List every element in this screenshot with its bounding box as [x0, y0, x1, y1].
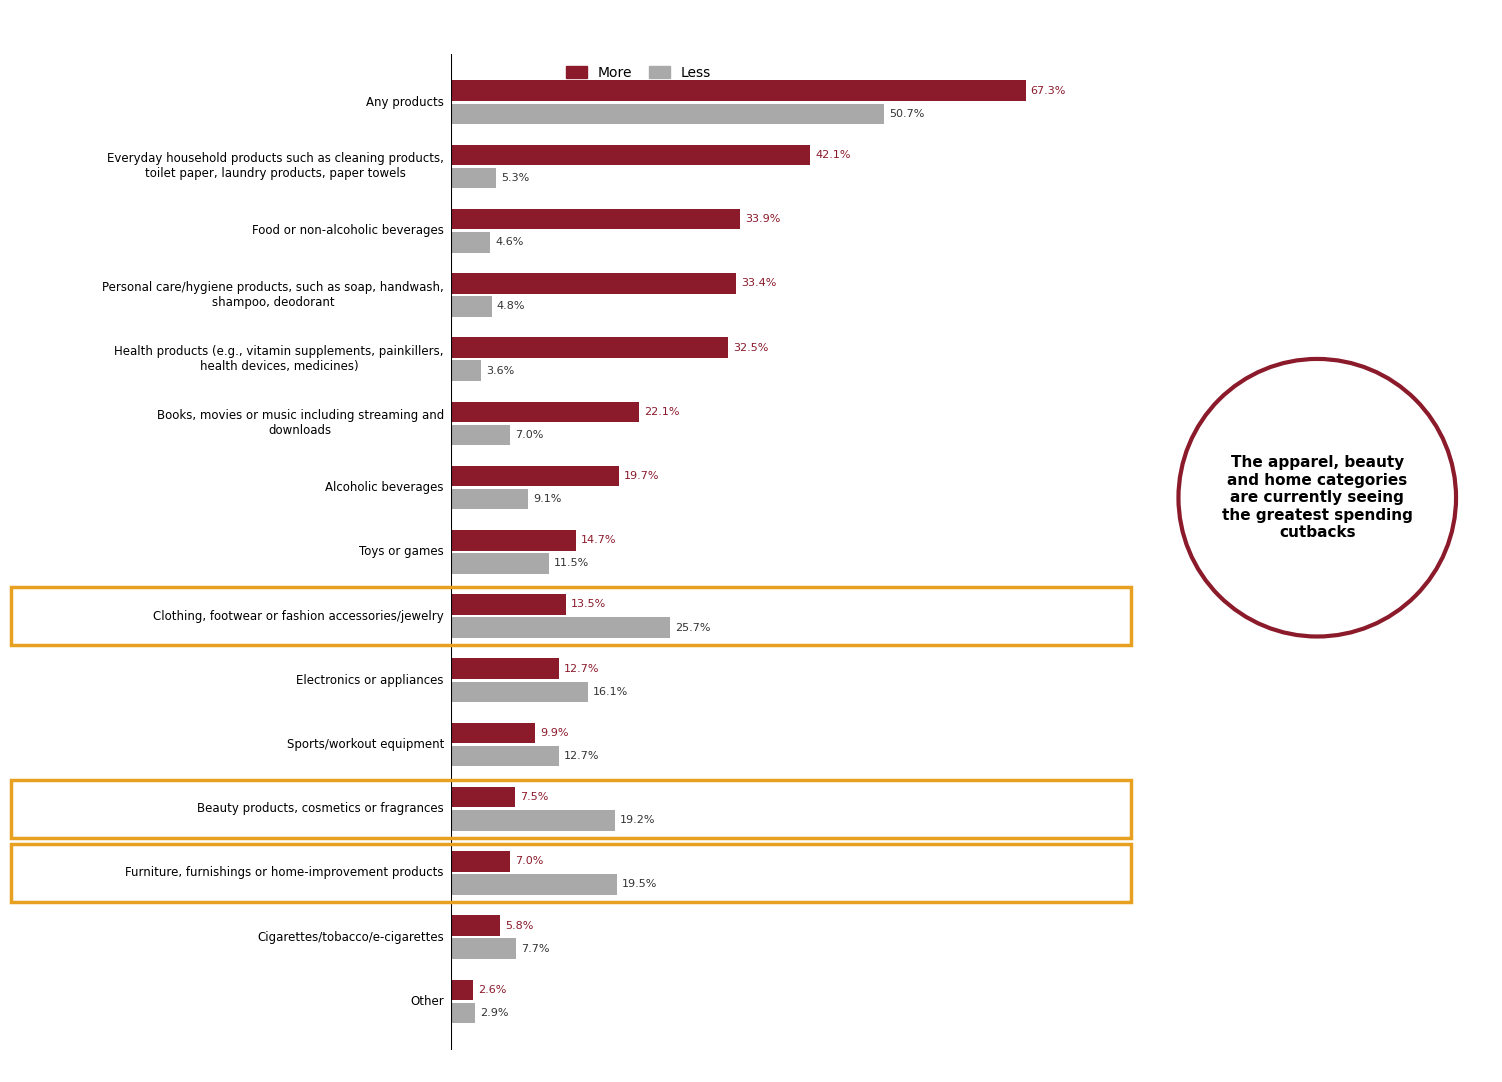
- Bar: [451, 938, 517, 959]
- Bar: [451, 530, 577, 551]
- Bar: [451, 659, 559, 679]
- Text: 5.3%: 5.3%: [502, 173, 529, 183]
- Bar: [451, 915, 500, 936]
- Text: Cigarettes/tobacco/e-cigarettes: Cigarettes/tobacco/e-cigarettes: [257, 931, 445, 944]
- Text: Clothing, footwear or fashion accessories/jewelry: Clothing, footwear or fashion accessorie…: [153, 609, 445, 622]
- Bar: [451, 145, 810, 166]
- Text: Other: Other: [410, 994, 445, 1007]
- Text: Figure 6. All Respondents: What They Are Currently Buying More/Less of than Befo: Figure 6. All Respondents: What They Are…: [11, 17, 967, 31]
- Text: 2.6%: 2.6%: [478, 985, 506, 994]
- Bar: [451, 1003, 475, 1024]
- Bar: [451, 209, 740, 229]
- Text: 32.5%: 32.5%: [733, 343, 769, 353]
- Bar: [451, 787, 515, 807]
- Text: 7.0%: 7.0%: [515, 856, 544, 867]
- Text: 7.0%: 7.0%: [515, 430, 544, 440]
- Bar: [451, 360, 481, 381]
- Bar: [451, 723, 535, 743]
- Text: 3.6%: 3.6%: [487, 366, 515, 375]
- Text: 9.9%: 9.9%: [541, 728, 569, 738]
- Text: 19.5%: 19.5%: [622, 880, 658, 889]
- Text: 67.3%: 67.3%: [1030, 85, 1066, 95]
- Text: 12.7%: 12.7%: [565, 751, 599, 761]
- Bar: [451, 338, 728, 358]
- Bar: [451, 232, 490, 252]
- Text: 19.2%: 19.2%: [620, 815, 655, 826]
- Text: 33.4%: 33.4%: [740, 278, 777, 289]
- Text: 5.8%: 5.8%: [505, 921, 533, 931]
- Text: Alcoholic beverages: Alcoholic beverages: [326, 481, 445, 494]
- Bar: [451, 401, 640, 422]
- Bar: [451, 296, 491, 317]
- Text: Furniture, furnishings or home-improvement products: Furniture, furnishings or home-improveme…: [126, 867, 445, 880]
- Legend: More, Less: More, Less: [560, 61, 716, 85]
- Text: Any products: Any products: [366, 96, 445, 109]
- Text: Books, movies or music including streaming and
downloads: Books, movies or music including streami…: [156, 409, 445, 437]
- Text: Health products (e.g., vitamin supplements, painkillers,
health devices, medicin: Health products (e.g., vitamin supplemen…: [114, 345, 445, 373]
- Bar: [451, 168, 496, 188]
- Text: 50.7%: 50.7%: [889, 109, 924, 119]
- Text: 11.5%: 11.5%: [554, 558, 589, 568]
- Bar: [451, 424, 511, 445]
- Text: 42.1%: 42.1%: [816, 150, 850, 160]
- Bar: [451, 594, 566, 615]
- Text: 14.7%: 14.7%: [581, 536, 617, 545]
- Bar: [451, 618, 670, 638]
- Text: 4.8%: 4.8%: [497, 302, 526, 312]
- Bar: [451, 682, 589, 702]
- Bar: [451, 489, 529, 510]
- Bar: [451, 810, 614, 831]
- Text: 25.7%: 25.7%: [676, 622, 710, 633]
- Text: Food or non-alcoholic beverages: Food or non-alcoholic beverages: [252, 224, 445, 237]
- Text: 2.9%: 2.9%: [481, 1008, 509, 1018]
- Text: 22.1%: 22.1%: [644, 407, 680, 417]
- Text: The apparel, beauty
and home categories
are currently seeing
the greatest spendi: The apparel, beauty and home categories …: [1221, 456, 1413, 540]
- Bar: [451, 979, 473, 1000]
- Text: 7.5%: 7.5%: [520, 792, 548, 802]
- Text: Personal care/hygiene products, such as soap, handwash,
shampoo, deodorant: Personal care/hygiene products, such as …: [102, 281, 445, 309]
- Bar: [451, 874, 617, 895]
- Circle shape: [1179, 359, 1455, 636]
- Bar: [451, 465, 619, 486]
- Bar: [451, 852, 511, 872]
- Bar: [451, 104, 883, 124]
- Bar: [451, 553, 548, 573]
- Text: 4.6%: 4.6%: [496, 237, 523, 248]
- Bar: [451, 745, 559, 766]
- Text: 13.5%: 13.5%: [571, 599, 607, 609]
- Text: Sports/workout equipment: Sports/workout equipment: [287, 738, 445, 751]
- Text: Toys or games: Toys or games: [359, 545, 445, 558]
- Text: 16.1%: 16.1%: [593, 687, 628, 697]
- Text: 33.9%: 33.9%: [745, 214, 781, 224]
- Bar: [451, 80, 1026, 101]
- Text: 9.1%: 9.1%: [533, 494, 562, 504]
- Text: 19.7%: 19.7%: [623, 471, 659, 481]
- Text: 12.7%: 12.7%: [565, 663, 599, 674]
- Text: Everyday household products such as cleaning products,
toilet paper, laundry pro: Everyday household products such as clea…: [107, 153, 445, 181]
- Bar: [451, 273, 736, 293]
- Text: Electronics or appliances: Electronics or appliances: [296, 674, 445, 687]
- Text: 7.7%: 7.7%: [521, 944, 550, 953]
- Text: Beauty products, cosmetics or fragrances: Beauty products, cosmetics or fragrances: [197, 802, 445, 815]
